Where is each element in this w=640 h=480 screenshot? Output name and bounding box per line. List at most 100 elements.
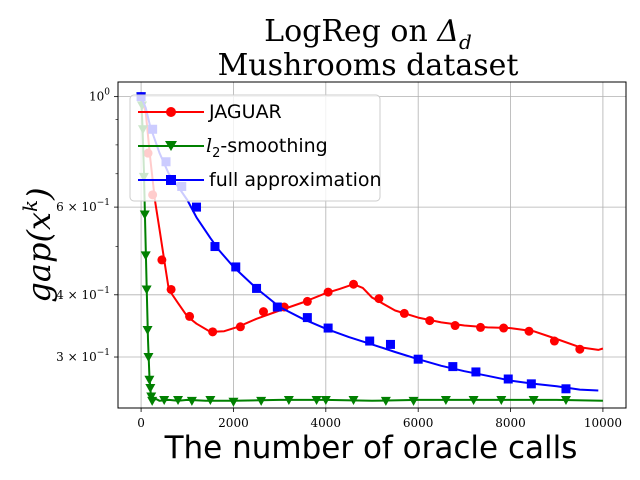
y-tick-label-base: 4 × 10 <box>56 288 97 302</box>
x-tick-label: 6000 <box>403 416 434 430</box>
y-tick-label: 3 × 10−1 <box>56 348 110 364</box>
data-point-full-approximation <box>385 339 395 349</box>
legend-l2-letter: l <box>206 135 212 157</box>
data-point-l2-smoothing <box>144 375 155 385</box>
data-point-jaguar <box>302 296 312 306</box>
chart-title: LogReg on Δd <box>264 14 472 54</box>
x-ticks: 0 2000 4000 6000 8000 10000 <box>137 408 622 430</box>
data-point-l2-smoothing <box>228 397 239 407</box>
data-point-l2-smoothing <box>140 251 151 261</box>
data-point-l2-smoothing <box>142 325 153 335</box>
data-point-l2-smoothing <box>496 395 507 405</box>
x-tick-label: 8000 <box>495 416 526 430</box>
data-point-l2-smoothing <box>408 396 419 406</box>
y-tick-label: 4 × 10−1 <box>56 286 110 302</box>
data-point-l2-smoothing <box>145 383 156 393</box>
series-line-l2-smoothing <box>140 96 603 404</box>
data-point-jaguar <box>549 336 559 346</box>
data-point-l2-smoothing <box>468 395 479 405</box>
data-point-l2-smoothing <box>283 395 294 405</box>
data-point-jaguar <box>476 322 486 332</box>
y-tick-label: 100 <box>89 88 110 104</box>
x-axis-label: The number of oracle calls <box>164 430 578 466</box>
data-point-full-approximation <box>192 202 202 212</box>
data-point-jaguar <box>185 311 195 321</box>
data-point-l2-smoothing <box>141 285 152 295</box>
data-point-jaguar <box>166 284 176 294</box>
y-tick-label-exp: −1 <box>97 286 110 296</box>
data-point-jaguar <box>524 326 534 336</box>
data-point-full-approximation <box>323 323 333 333</box>
plot-area-frame <box>117 81 627 409</box>
y-tick-label-exp: −1 <box>97 198 110 208</box>
x-tick-label: 0 <box>137 416 145 430</box>
chart-subtitle: Mushrooms dataset <box>218 48 519 83</box>
data-point-full-approximation <box>471 367 481 377</box>
x-tick-label: 4000 <box>311 416 342 430</box>
legend-label-l2-smoothing: l2-smoothing <box>206 135 328 161</box>
data-point-jaguar <box>258 307 268 317</box>
data-point-full-approximation <box>272 302 282 312</box>
y-axis-label-main: gap(x <box>20 212 58 303</box>
legend-label-jaguar: JAGUAR <box>208 101 282 123</box>
grid <box>118 82 626 408</box>
data-point-full-approximation <box>526 379 536 389</box>
x-tick-label: 10000 <box>584 416 622 430</box>
data-point-l2-smoothing <box>348 395 359 405</box>
legend: JAGUAR l2-smoothing full approximation <box>129 94 382 202</box>
data-point-jaguar <box>450 321 460 331</box>
data-point-l2-smoothing <box>440 395 451 405</box>
legend-marker-jaguar <box>166 107 176 117</box>
data-point-jaguar <box>323 287 333 297</box>
y-tick-label-base: 10 <box>89 90 104 104</box>
data-point-l2-smoothing <box>173 395 184 405</box>
legend-l2-rest: -smoothing <box>220 135 327 157</box>
data-point-l2-smoothing <box>205 395 216 405</box>
data-point-full-approximation <box>413 354 423 364</box>
y-tick-label-exp: −1 <box>97 348 110 358</box>
y-tick-label-base: 3 × 10 <box>56 350 97 364</box>
legend-marker-full-approximation <box>166 175 176 185</box>
legend-box <box>129 94 381 202</box>
data-point-jaguar <box>499 323 509 333</box>
data-point-l2-smoothing <box>143 353 154 363</box>
data-point-l2-smoothing <box>311 395 322 405</box>
data-point-full-approximation <box>448 362 458 372</box>
data-point-full-approximation <box>561 384 571 394</box>
data-point-full-approximation <box>302 313 312 323</box>
data-point-l2-smoothing <box>560 395 571 405</box>
data-point-l2-smoothing <box>159 395 170 405</box>
data-point-full-approximation <box>210 242 220 252</box>
legend-label-full-approximation: full approximation <box>209 169 382 191</box>
data-point-full-approximation <box>231 262 241 272</box>
y-axis-label-close: ) <box>20 187 58 200</box>
data-point-l2-smoothing <box>380 396 391 406</box>
data-point-jaguar <box>399 308 409 318</box>
x-tick-label: 2000 <box>218 416 249 430</box>
y-axis-label-sup: k <box>18 200 42 212</box>
y-tick-label-base: 6 × 10 <box>56 200 97 214</box>
data-point-jaguar <box>235 322 245 332</box>
title-delta-sub: d <box>459 30 472 54</box>
data-point-jaguar <box>157 255 167 265</box>
data-point-jaguar <box>349 279 359 289</box>
data-point-l2-smoothing <box>147 396 158 406</box>
data-point-jaguar <box>575 344 585 354</box>
data-point-full-approximation <box>252 283 262 293</box>
y-axis-label: gap(xk) <box>18 187 58 302</box>
data-point-jaguar <box>208 327 218 337</box>
data-point-l2-smoothing <box>320 395 331 405</box>
data-point-l2-smoothing <box>139 210 150 220</box>
data-point-l2-smoothing <box>256 396 267 406</box>
legend-marker-l2-smoothing <box>165 141 177 151</box>
data-point-full-approximation <box>365 336 375 346</box>
data-point-l2-smoothing <box>528 395 539 405</box>
data-point-jaguar <box>374 294 384 304</box>
y-tick-label: 6 × 10−1 <box>56 198 110 214</box>
title-delta: Δ <box>436 14 459 49</box>
data-point-jaguar <box>425 316 435 326</box>
legend-l2-sub: 2 <box>212 146 220 161</box>
data-point-full-approximation <box>503 374 513 384</box>
